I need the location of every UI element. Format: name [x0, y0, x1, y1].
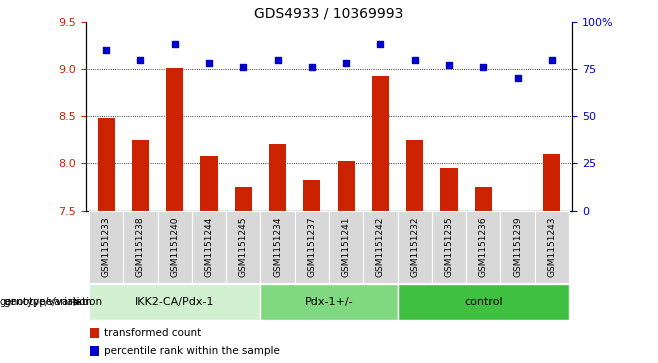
Bar: [261, 211, 295, 283]
Point: [375, 41, 386, 47]
Bar: [97, 118, 114, 211]
Bar: [501, 211, 535, 283]
Bar: [89, 284, 261, 321]
Point: [513, 76, 523, 81]
Bar: [269, 144, 286, 211]
Point: [101, 47, 111, 53]
Bar: [295, 211, 329, 283]
Bar: [261, 284, 397, 321]
Point: [478, 64, 489, 70]
Bar: [235, 187, 252, 211]
Bar: [338, 162, 355, 211]
Text: genotype/variation: genotype/variation: [0, 297, 93, 307]
Title: GDS4933 / 10369993: GDS4933 / 10369993: [254, 7, 404, 21]
Bar: [397, 284, 569, 321]
Bar: [397, 211, 432, 283]
Text: GSM1151236: GSM1151236: [479, 216, 488, 277]
Bar: [535, 211, 569, 283]
Text: GSM1151241: GSM1151241: [342, 217, 351, 277]
Text: transformed count: transformed count: [104, 328, 201, 338]
Bar: [192, 211, 226, 283]
Text: GSM1151240: GSM1151240: [170, 217, 179, 277]
Point: [135, 57, 145, 62]
Bar: [329, 211, 363, 283]
Text: GSM1151232: GSM1151232: [410, 217, 419, 277]
Text: GSM1151234: GSM1151234: [273, 217, 282, 277]
Text: GSM1151245: GSM1151245: [239, 217, 248, 277]
Text: GSM1151238: GSM1151238: [136, 216, 145, 277]
Point: [272, 57, 283, 62]
Bar: [90, 346, 99, 356]
Text: GSM1151239: GSM1151239: [513, 216, 522, 277]
Bar: [466, 211, 501, 283]
Text: percentile rank within the sample: percentile rank within the sample: [104, 346, 280, 356]
Point: [409, 57, 420, 62]
Bar: [363, 211, 397, 283]
Bar: [544, 154, 561, 211]
Text: GSM1151233: GSM1151233: [101, 216, 111, 277]
Point: [307, 64, 317, 70]
Bar: [132, 140, 149, 211]
Text: GSM1151237: GSM1151237: [307, 216, 316, 277]
Bar: [226, 211, 261, 283]
Point: [238, 64, 249, 70]
Point: [443, 62, 454, 68]
Bar: [157, 211, 192, 283]
Point: [204, 60, 215, 66]
Point: [169, 41, 180, 47]
Text: GSM1151235: GSM1151235: [445, 216, 453, 277]
Bar: [474, 187, 492, 211]
Point: [547, 57, 557, 62]
Text: Pdx-1+/-: Pdx-1+/-: [305, 297, 353, 307]
Bar: [89, 211, 123, 283]
Bar: [406, 140, 423, 211]
Bar: [166, 68, 184, 211]
Bar: [90, 328, 99, 338]
Bar: [440, 168, 457, 211]
Bar: [432, 211, 466, 283]
Text: IKK2-CA/Pdx-1: IKK2-CA/Pdx-1: [135, 297, 215, 307]
Bar: [201, 156, 218, 211]
Text: control: control: [464, 297, 503, 307]
Text: GSM1151242: GSM1151242: [376, 217, 385, 277]
Text: GSM1151244: GSM1151244: [205, 217, 213, 277]
Bar: [372, 76, 389, 211]
Text: GSM1151243: GSM1151243: [547, 217, 557, 277]
Bar: [123, 211, 157, 283]
Bar: [303, 180, 320, 211]
Text: genotype/variation: genotype/variation: [3, 297, 103, 307]
Point: [341, 60, 351, 66]
